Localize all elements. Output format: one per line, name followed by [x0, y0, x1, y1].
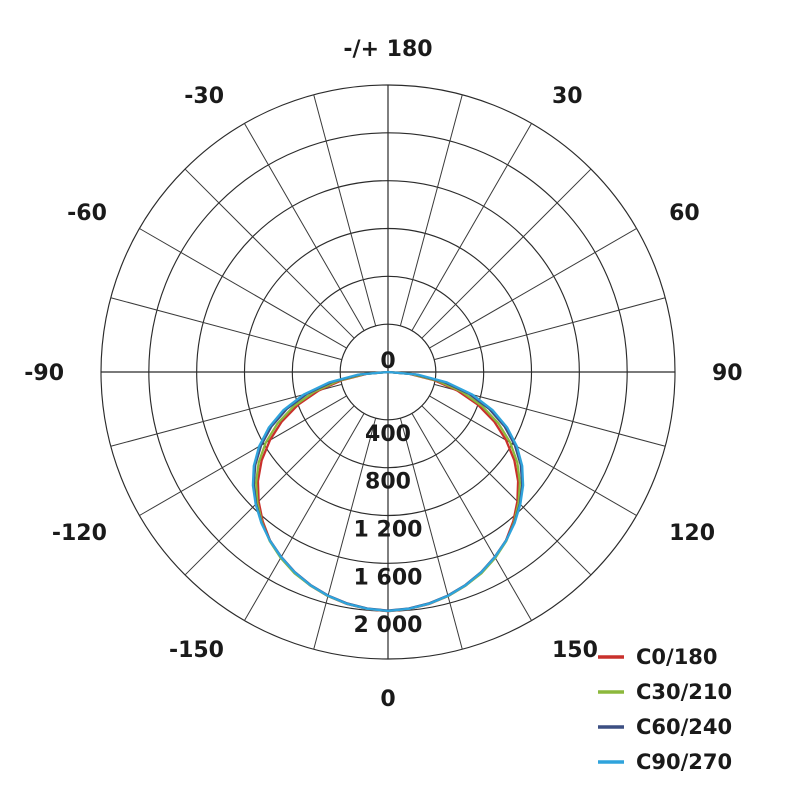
- angle-label: -/+ 180: [343, 37, 432, 62]
- angle-label: 0: [380, 687, 395, 712]
- radial-tick-label: 0: [380, 349, 395, 374]
- chart-legend: C0/180 C30/210 C60/240 C90/270: [598, 645, 732, 774]
- angle-label: 120: [669, 521, 715, 546]
- legend-label: C30/210: [636, 680, 732, 704]
- legend-label: C90/270: [636, 750, 732, 774]
- angle-label: -150: [169, 638, 224, 663]
- angle-label: -90: [24, 361, 64, 386]
- radial-tick-labels: 0 400 800 1 200 1 600 2 000: [354, 349, 423, 638]
- radial-tick-label: 1 200: [354, 518, 423, 543]
- angle-label: 30: [552, 84, 583, 109]
- angle-label: -30: [184, 84, 224, 109]
- radial-tick-label: 800: [365, 470, 411, 495]
- polar-grid: [100, 84, 676, 660]
- angular-labels: -/+ 180 -150 150 -120 120 -90 90 -60 60 -30 30 0: [24, 37, 742, 712]
- angle-label: -60: [67, 201, 107, 226]
- legend-label: C60/240: [636, 715, 732, 739]
- curve-c90-270: [251, 370, 525, 613]
- radial-tick-label: 2 000: [354, 613, 423, 638]
- radial-tick-label: 1 600: [354, 565, 423, 590]
- angle-label: 90: [712, 361, 743, 386]
- angle-label: 60: [669, 201, 700, 226]
- radial-tick-label: 400: [365, 422, 411, 447]
- polar-curves: [251, 370, 525, 613]
- angle-label: 150: [552, 638, 598, 663]
- legend-label: C0/180: [636, 645, 718, 669]
- angle-label: -120: [52, 521, 107, 546]
